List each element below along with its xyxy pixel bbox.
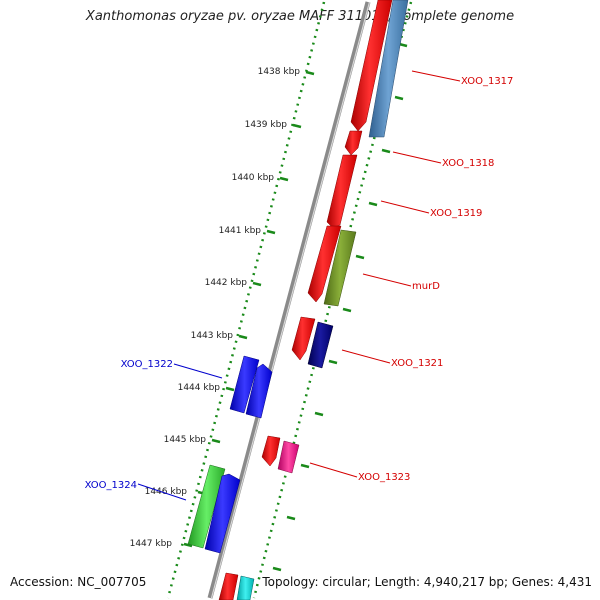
gene-xoo-1319-arrow[interactable] (326, 154, 358, 229)
genome-backbone (207, 1, 371, 599)
scale-label-1445: 1445 kbp (164, 435, 207, 445)
gene-xoo-1323-arrow[interactable] (277, 440, 300, 474)
gene-bottom-cyan-arrow[interactable] (236, 575, 255, 600)
backbone-highlight (210, 1, 371, 599)
scale-label-1444: 1444 kbp (178, 383, 221, 393)
gene-steelblue-arrow[interactable] (368, 0, 409, 138)
scale-label-1440: 1440 kbp (232, 173, 275, 183)
gene-xoo-1324-arrow[interactable] (187, 464, 226, 549)
scale-label-1442: 1442 kbp (205, 278, 248, 288)
scale-label-1446: 1446 kbp (145, 487, 188, 497)
gene-label-xoo-1318[interactable]: XOO_1318 (442, 158, 494, 169)
forward-features (218, 0, 409, 600)
gene-label-xoo-1319[interactable]: XOO_1319 (430, 208, 482, 219)
gene-label-xoo-1324[interactable]: XOO_1324 (85, 480, 137, 491)
gene-xoo-1318-arrow[interactable] (344, 130, 363, 156)
gene-bottom-red-arrow[interactable] (218, 572, 239, 600)
gene-red-small-arrow[interactable] (291, 316, 316, 361)
gene-xoo-1321-arrow[interactable] (307, 321, 334, 369)
scale-label-1438: 1438 kbp (258, 67, 301, 77)
gene-label-xoo-1321[interactable]: XOO_1321 (391, 358, 443, 369)
gene-murd-arrow[interactable] (323, 229, 357, 307)
genome-summary-text: Topology: circular; Length: 4,940,217 bp… (262, 575, 592, 589)
scale-ticks (183, 70, 315, 548)
label-leaders (137, 70, 461, 501)
gene-xoo-1317-arrow[interactable] (350, 0, 393, 132)
gene-label-xoo-1322[interactable]: XOO_1322 (121, 359, 173, 370)
outer-dotted-track (166, 1, 326, 599)
gene-xoo-1322-arrow-b[interactable] (245, 363, 273, 419)
gene-label-xoo-1317[interactable]: XOO_1317 (461, 76, 513, 87)
scale-label-1441: 1441 kbp (219, 226, 262, 236)
inner-track-ticks (272, 42, 408, 572)
gene-label-xoo-1323[interactable]: XOO_1323 (358, 472, 410, 483)
scale-label-1439: 1439 kbp (245, 120, 288, 130)
reverse-features (187, 355, 273, 554)
accession-text: Accession: NC_007705 (10, 575, 147, 589)
gene-red-arrow[interactable] (307, 225, 342, 303)
scale-label-1443: 1443 kbp (191, 331, 234, 341)
scale-label-1447: 1447 kbp (130, 539, 173, 549)
gene-blue-arrow[interactable] (204, 473, 241, 554)
gene-red-1445-arrow[interactable] (261, 435, 281, 467)
map-title: Xanthomonas oryzae pv. oryzae MAFF 31101… (85, 9, 515, 24)
gene-label-murd[interactable]: murD (412, 281, 440, 292)
gene-xoo-1322-arrow-a[interactable] (229, 355, 260, 414)
